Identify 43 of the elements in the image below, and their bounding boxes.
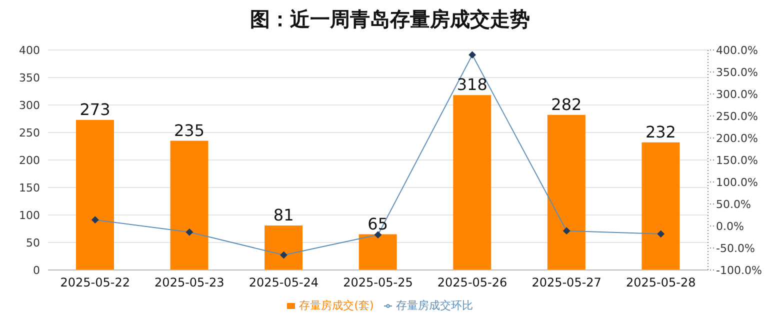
- bar: [76, 120, 114, 270]
- bar: [547, 114, 586, 270]
- y-tick-label: 250: [19, 126, 40, 140]
- x-tick-label: 2025-05-25: [343, 276, 413, 290]
- x-tick-label: 2025-05-27: [532, 276, 602, 290]
- data-label: 273: [80, 100, 110, 119]
- y-tick-label: 200: [19, 154, 40, 167]
- bar: [264, 225, 303, 270]
- y-tick-label: 350: [19, 71, 40, 84]
- y-tick-label: 100: [19, 208, 40, 222]
- y-tick-label: 300: [19, 98, 40, 112]
- y2-tick-label: 0.0%: [716, 220, 744, 233]
- chart-title: 图：近一周青岛存量房成交走势: [249, 6, 531, 33]
- y2-tick-label: 100.0%: [716, 176, 758, 189]
- y-tick-label: 50: [26, 236, 40, 250]
- legend-label: 存量房成交(套): [299, 299, 374, 312]
- x-tick-label: 2025-05-23: [154, 276, 224, 290]
- x-tick-label: 2025-05-26: [437, 276, 508, 290]
- x-tick-label: 2025-05-22: [60, 276, 130, 290]
- y2-tick-label: 400.0%: [716, 44, 758, 57]
- bar: [358, 234, 397, 270]
- y2-tick-label: -100.0%: [716, 264, 762, 277]
- data-label: 282: [551, 94, 582, 114]
- bar: [642, 142, 680, 270]
- y2-tick-label: 350.0%: [716, 66, 758, 79]
- y2-tick-label: 200.0%: [716, 132, 758, 145]
- y2-tick-label: 300.0%: [716, 88, 758, 101]
- y2-tick-label: 50.0%: [716, 198, 751, 211]
- x-tick-label: 2025-05-28: [626, 276, 696, 290]
- legend-label: 存量房成交环比: [396, 299, 473, 312]
- data-label: 81: [273, 205, 294, 224]
- y-tick-label: 0: [33, 264, 40, 277]
- y2-tick-label: -50.0%: [716, 242, 755, 255]
- data-label: 318: [456, 75, 488, 94]
- x-tick-label: 2025-05-24: [248, 276, 319, 290]
- y-tick-label: 150: [19, 181, 40, 194]
- data-label: 232: [645, 122, 676, 142]
- y2-tick-label: 250.0%: [716, 110, 758, 123]
- y2-tick-label: 150.0%: [716, 154, 758, 167]
- y-tick-label: 400: [19, 44, 40, 57]
- data-label: 235: [174, 120, 205, 140]
- bar: [170, 140, 208, 270]
- bar: [453, 95, 492, 270]
